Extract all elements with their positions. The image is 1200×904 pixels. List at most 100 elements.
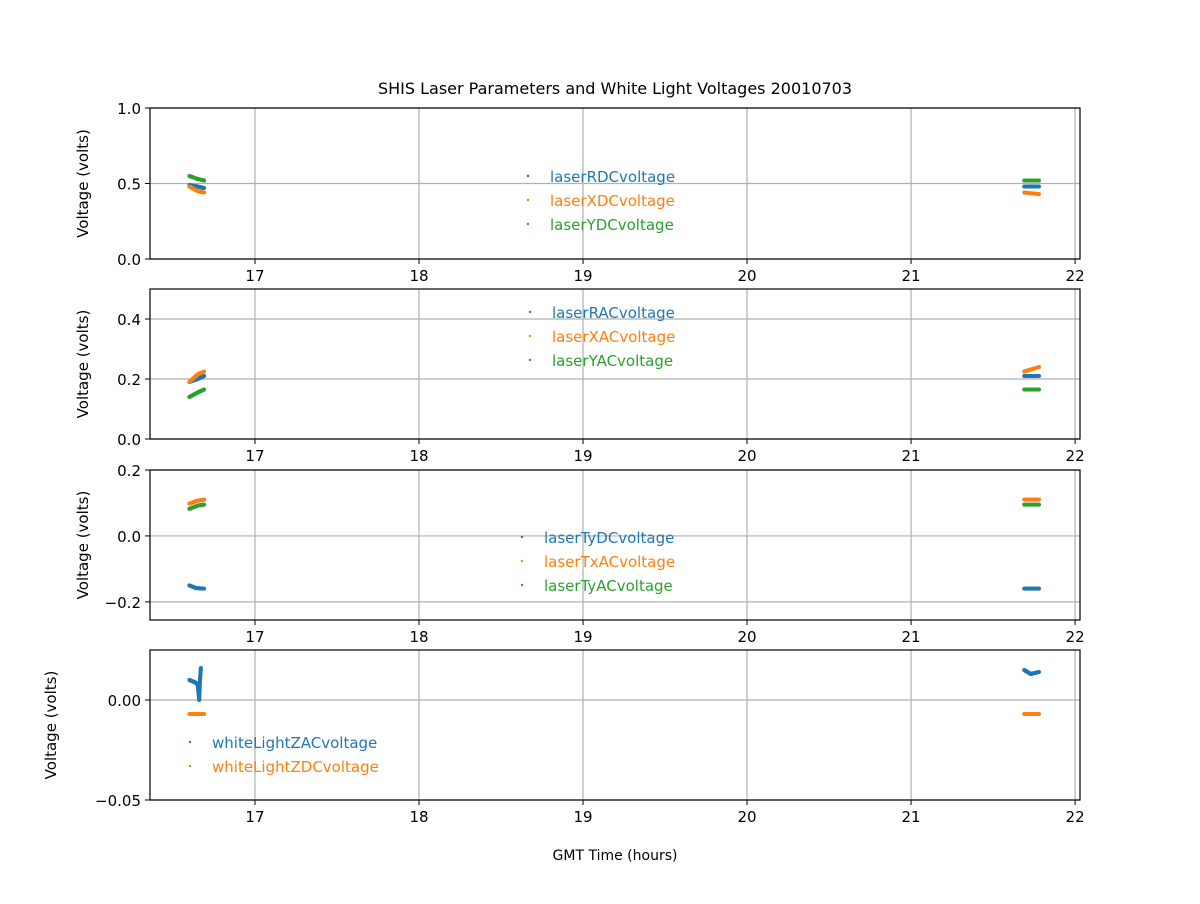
data-point bbox=[1036, 374, 1041, 378]
series-whiteLightZDCvoltage bbox=[187, 712, 1041, 716]
x-tick-label: 19 bbox=[573, 447, 592, 465]
series-laserYDCvoltage bbox=[187, 173, 1041, 183]
data-point bbox=[1036, 184, 1041, 189]
x-tick-label: 19 bbox=[573, 628, 592, 646]
x-tick-label: 18 bbox=[409, 447, 428, 465]
y-axis-label: Voltage (volts) bbox=[74, 129, 92, 238]
legend-label: laserRACvoltage bbox=[552, 304, 675, 322]
data-point bbox=[202, 586, 207, 591]
x-axis-label: GMT Time (hours) bbox=[553, 848, 678, 864]
x-tick-label: 17 bbox=[245, 808, 264, 826]
series-laserTxACvoltage bbox=[187, 497, 1041, 506]
series-laserXACvoltage bbox=[187, 365, 1041, 384]
data-point bbox=[202, 502, 207, 507]
y-tick-label: 0.0 bbox=[117, 431, 141, 449]
data-point bbox=[1036, 192, 1041, 197]
legend-marker bbox=[528, 334, 532, 338]
chart-title: SHIS Laser Parameters and White Light Vo… bbox=[378, 79, 852, 98]
series-laserTyDCvoltage bbox=[187, 583, 1041, 591]
axes-frame bbox=[149, 107, 1081, 260]
y-tick-label: 0.2 bbox=[117, 371, 141, 389]
x-tick-label: 20 bbox=[737, 267, 756, 285]
axes-frame bbox=[149, 288, 1081, 440]
y-tick-label: −0.05 bbox=[95, 792, 141, 810]
data-point bbox=[202, 387, 207, 392]
legend-marker bbox=[526, 198, 530, 202]
y-tick-label: 1.0 bbox=[117, 100, 141, 118]
x-tick-label: 17 bbox=[245, 267, 264, 285]
y-tick-label: −0.2 bbox=[105, 594, 141, 612]
series-laserYACvoltage bbox=[187, 387, 1041, 399]
data-point bbox=[202, 190, 207, 195]
legend-marker bbox=[528, 358, 532, 362]
x-tick-label: 21 bbox=[902, 447, 921, 465]
legend-marker bbox=[520, 559, 524, 563]
data-point bbox=[202, 374, 207, 378]
data-point bbox=[198, 666, 203, 670]
data-point bbox=[1036, 387, 1041, 392]
x-tick-label: 22 bbox=[1066, 267, 1085, 285]
data-point bbox=[202, 497, 207, 502]
x-tick-label: 21 bbox=[902, 808, 921, 826]
x-tick-label: 18 bbox=[409, 628, 428, 646]
y-tick-label: 0.0 bbox=[117, 528, 141, 546]
data-point bbox=[1036, 670, 1041, 674]
data-point bbox=[202, 712, 207, 716]
data-point bbox=[1036, 497, 1041, 502]
legend-label: laserYDCvoltage bbox=[550, 216, 674, 234]
legend-label: whiteLightZACvoltage bbox=[212, 734, 377, 752]
data-point bbox=[1036, 365, 1041, 369]
legend-label: laserTyACvoltage bbox=[544, 577, 673, 595]
legend-marker bbox=[188, 740, 192, 744]
x-tick-label: 18 bbox=[409, 808, 428, 826]
y-tick-label: 0.0 bbox=[117, 251, 141, 269]
x-tick-label: 17 bbox=[245, 447, 264, 465]
legend-label: whiteLightZDCvoltage bbox=[212, 758, 379, 776]
legend-label: laserRDCvoltage bbox=[550, 168, 675, 186]
panel-3: 17 18 19 20 21 22 −0.2 0.0 0.2 Voltage (volts) las… bbox=[74, 462, 1085, 646]
x-tick-label: 22 bbox=[1066, 628, 1085, 646]
legend-marker bbox=[528, 310, 532, 314]
x-tick-label: 18 bbox=[409, 267, 428, 285]
legend-marker bbox=[520, 583, 524, 587]
x-tick-label: 21 bbox=[902, 267, 921, 285]
x-tick-label: 22 bbox=[1066, 447, 1085, 465]
x-tick-label: 19 bbox=[573, 267, 592, 285]
data-point bbox=[202, 186, 207, 191]
legend-label: laserXDCvoltage bbox=[550, 192, 675, 210]
data-point bbox=[1036, 586, 1041, 591]
x-tick-label: 21 bbox=[902, 628, 921, 646]
y-tick-label: 0.2 bbox=[117, 462, 141, 480]
legend-label: laserYACvoltage bbox=[552, 352, 673, 370]
series-whiteLightZACvoltage bbox=[187, 666, 1041, 702]
panel-2: 17 18 19 20 21 22 0.0 0.2 0.4 Voltage (volts) lase… bbox=[74, 288, 1085, 465]
series-laserXDCvoltage bbox=[187, 184, 1041, 197]
panel-4: 17 18 19 20 21 22 −0.05 0.00 Voltage (volts) whit… bbox=[42, 649, 1085, 826]
data-point bbox=[202, 178, 207, 183]
y-axis-label: Voltage (volts) bbox=[74, 310, 92, 419]
axes-frame bbox=[149, 649, 1081, 801]
axes-frame bbox=[149, 469, 1081, 621]
x-tick-label: 20 bbox=[737, 628, 756, 646]
y-tick-label: 0.5 bbox=[117, 176, 141, 194]
y-axis-label: Voltage (volts) bbox=[42, 671, 60, 780]
x-tick-label: 20 bbox=[737, 808, 756, 826]
x-tick-label: 22 bbox=[1066, 808, 1085, 826]
y-tick-label: 0.4 bbox=[117, 311, 141, 329]
y-axis-label: Voltage (volts) bbox=[74, 491, 92, 600]
data-point bbox=[1036, 178, 1041, 183]
data-point bbox=[1036, 502, 1041, 507]
legend-label: laserTyDCvoltage bbox=[544, 529, 674, 547]
x-tick-label: 19 bbox=[573, 808, 592, 826]
legend-marker bbox=[520, 535, 524, 539]
x-tick-label: 17 bbox=[245, 628, 264, 646]
y-tick-label: 0.00 bbox=[108, 692, 141, 710]
panel-1: 17 18 19 20 21 22 0.0 0.5 1.0 Voltage (volts) lase… bbox=[74, 100, 1085, 285]
legend-label: laserXACvoltage bbox=[552, 328, 675, 346]
data-point bbox=[202, 369, 207, 374]
legend-marker bbox=[526, 222, 530, 226]
legend-label: laserTxACvoltage bbox=[544, 553, 675, 571]
series-laserTyACvoltage bbox=[187, 502, 1041, 511]
x-tick-label: 20 bbox=[737, 447, 756, 465]
